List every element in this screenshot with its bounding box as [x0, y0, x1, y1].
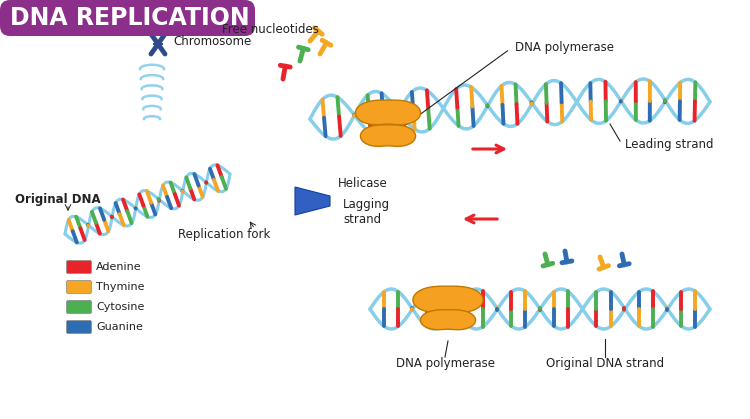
Text: Chromosome: Chromosome [173, 34, 251, 47]
Polygon shape [295, 187, 330, 215]
FancyBboxPatch shape [67, 321, 92, 334]
Text: Lagging
strand: Lagging strand [343, 198, 390, 226]
Polygon shape [361, 125, 416, 146]
Text: Leading strand: Leading strand [625, 137, 713, 150]
Text: Replication fork: Replication fork [178, 228, 270, 241]
Text: DNA REPLICATION: DNA REPLICATION [10, 6, 250, 30]
Text: Thymine: Thymine [96, 282, 145, 292]
Polygon shape [421, 310, 476, 330]
Text: DNA polymerase: DNA polymerase [515, 41, 614, 54]
Text: Adenine: Adenine [96, 262, 142, 272]
Text: Original DNA: Original DNA [15, 192, 100, 205]
Polygon shape [413, 286, 483, 313]
Text: Cytosine: Cytosine [96, 302, 144, 312]
FancyBboxPatch shape [0, 0, 255, 36]
FancyBboxPatch shape [67, 261, 92, 274]
Text: Helicase: Helicase [338, 176, 388, 189]
Polygon shape [356, 100, 421, 125]
FancyBboxPatch shape [67, 280, 92, 293]
Text: DNA polymerase: DNA polymerase [395, 357, 494, 370]
FancyBboxPatch shape [67, 300, 92, 313]
Text: Free nucleotides: Free nucleotides [221, 23, 319, 36]
Text: Original DNA strand: Original DNA strand [546, 357, 664, 370]
Text: Guanine: Guanine [96, 322, 142, 332]
